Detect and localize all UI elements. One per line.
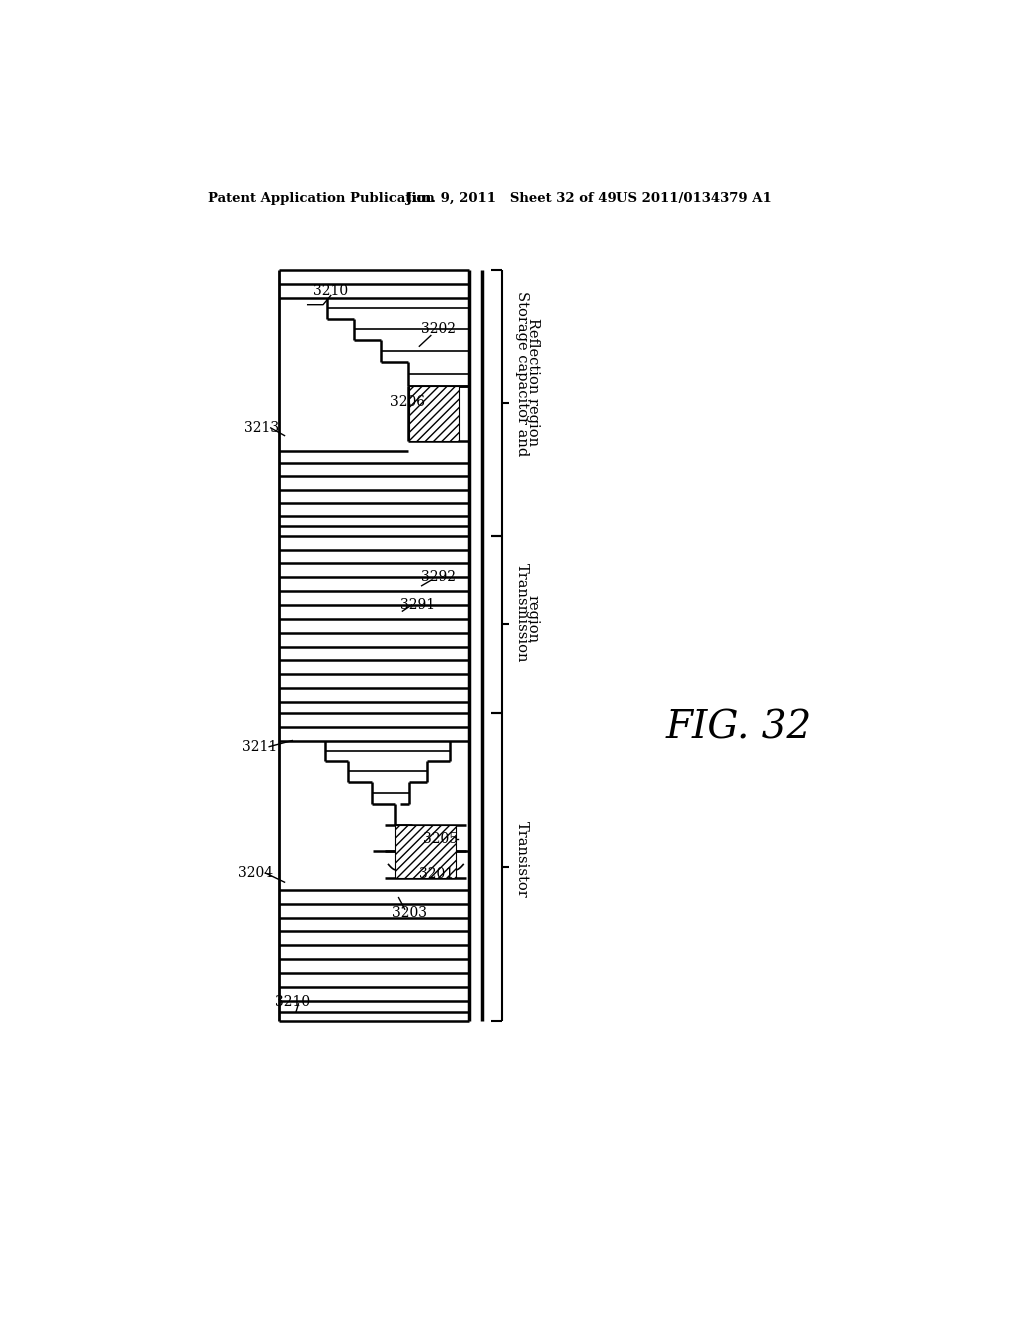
Text: 3211: 3211: [242, 739, 276, 754]
Text: Storage capacitor and: Storage capacitor and: [515, 292, 528, 457]
Text: 3210: 3210: [274, 994, 310, 1008]
Polygon shape: [394, 825, 457, 878]
Polygon shape: [410, 385, 460, 441]
Text: region: region: [525, 595, 540, 643]
Text: 3210: 3210: [313, 284, 348, 298]
Text: 3213: 3213: [244, 421, 279, 434]
Text: US 2011/0134379 A1: US 2011/0134379 A1: [615, 191, 771, 205]
Text: 3202: 3202: [421, 322, 456, 337]
Text: 3206: 3206: [390, 395, 425, 409]
Text: 3201: 3201: [420, 867, 455, 882]
Text: 3291: 3291: [400, 598, 435, 612]
Text: Transistor: Transistor: [515, 821, 528, 898]
Text: FIG. 32: FIG. 32: [666, 710, 812, 747]
Text: Patent Application Publication: Patent Application Publication: [208, 191, 434, 205]
Text: 3204: 3204: [238, 866, 272, 880]
Text: 3292: 3292: [421, 570, 456, 585]
Text: Jun. 9, 2011   Sheet 32 of 49: Jun. 9, 2011 Sheet 32 of 49: [407, 191, 617, 205]
Text: 3205: 3205: [423, 832, 459, 846]
Text: 3203: 3203: [392, 906, 427, 920]
Text: Transmission: Transmission: [515, 562, 528, 663]
Text: Reflection region: Reflection region: [525, 318, 540, 446]
